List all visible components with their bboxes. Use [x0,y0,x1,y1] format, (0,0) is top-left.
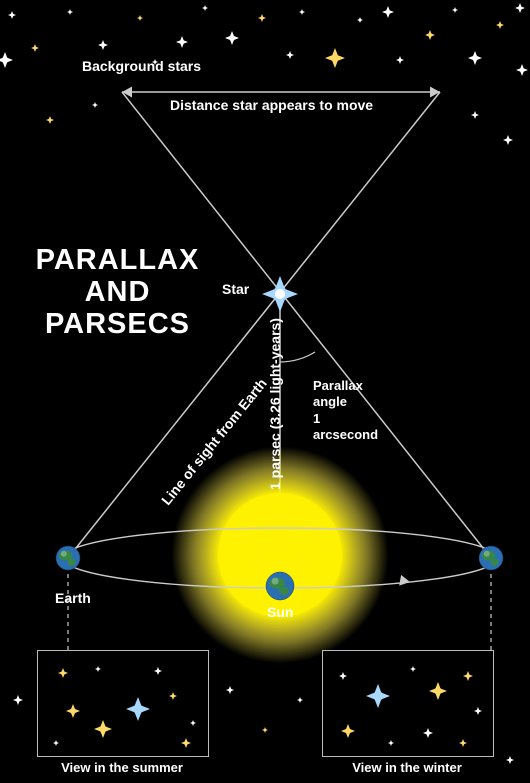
label-parallax-angle: Parallax angle 1 arcsecond [313,378,378,443]
title-line2: AND [30,277,205,309]
inset-summer-svg [38,651,208,756]
inset-winter-svg [323,651,493,756]
label-distance-move: Distance star appears to move [170,97,373,113]
diagram-canvas: PARALLAX AND PARSECS Background stars Di… [0,0,530,783]
inset-winter [322,650,494,757]
caption-summer: View in the summer [37,760,207,775]
label-sun: Sun [267,604,293,620]
title-line1: PARALLAX [30,245,205,277]
caption-winter: View in the winter [322,760,492,775]
label-one-parsec: 1 parsec (3.26 light-years) [267,318,283,490]
main-title: PARALLAX AND PARSECS [30,245,205,341]
label-background-stars: Background stars [82,58,201,74]
inset-summer [37,650,209,757]
title-line3: PARSECS [30,309,205,341]
label-earth: Earth [55,590,91,606]
label-star: Star [222,281,249,297]
